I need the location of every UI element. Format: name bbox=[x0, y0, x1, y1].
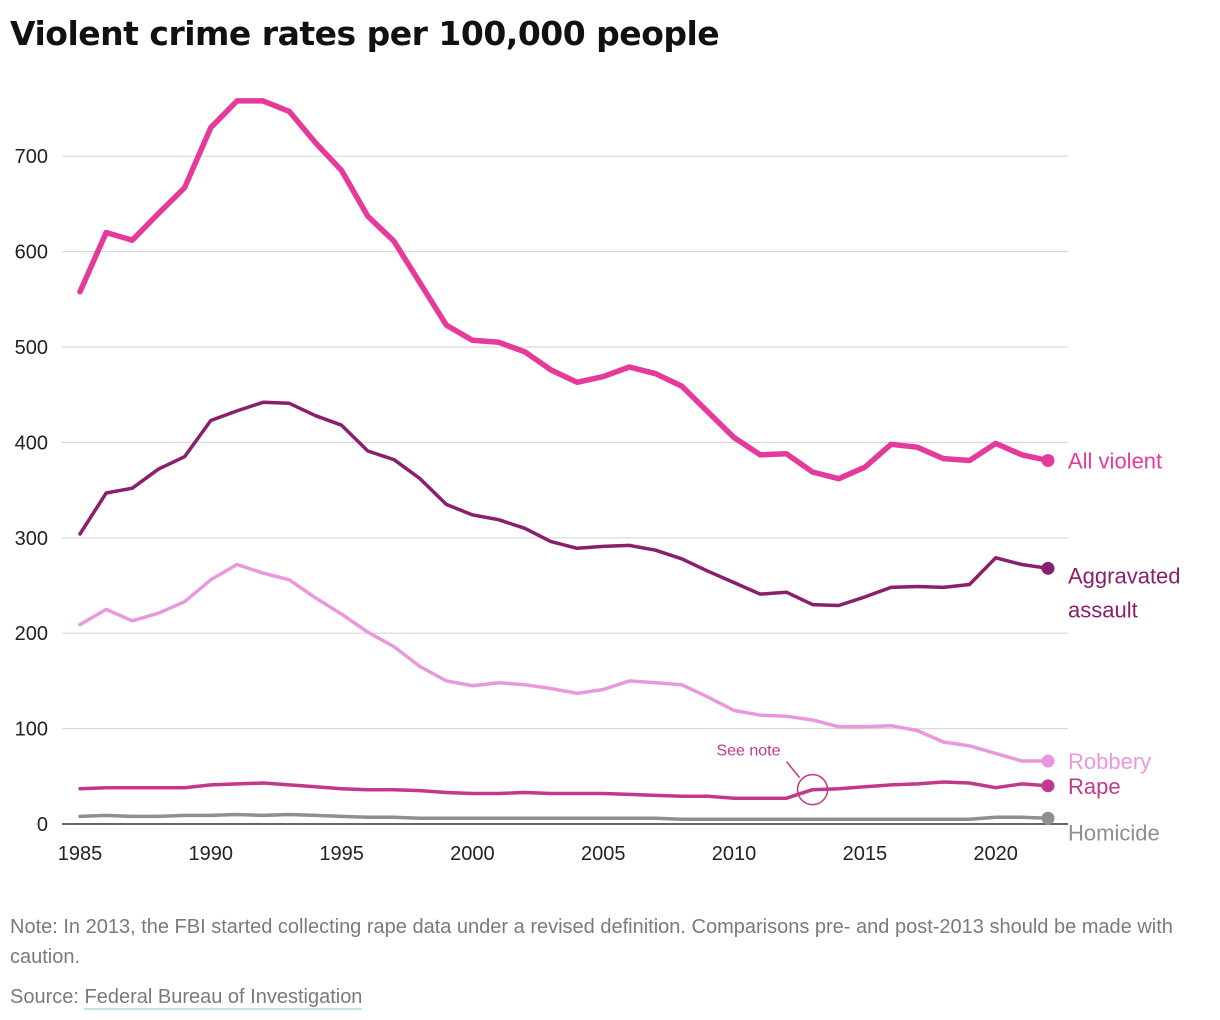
series-label-all-violent: All violent bbox=[1068, 449, 1162, 474]
y-tick-label-700: 700 bbox=[15, 146, 48, 168]
endpoint-dot-rape bbox=[1041, 779, 1055, 793]
x-tick-label-2010: 2010 bbox=[712, 843, 757, 865]
x-tick-label-1990: 1990 bbox=[189, 843, 234, 865]
endpoint-dot-robbery bbox=[1041, 754, 1055, 768]
series-line-homicide bbox=[78, 812, 1050, 821]
chart-title: Violent crime rates per 100,000 people bbox=[10, 14, 720, 53]
endpoint-dot-aggravated-assault bbox=[1041, 561, 1055, 575]
series-label-aggravated-assault: Aggravated assault bbox=[1068, 563, 1181, 622]
annotation-circle bbox=[796, 773, 829, 806]
x-tick-label-2020: 2020 bbox=[973, 843, 1018, 865]
y-tick-label-500: 500 bbox=[15, 337, 48, 359]
series-line-all-violent bbox=[77, 98, 1051, 482]
series-lines bbox=[77, 98, 1055, 825]
grid-lines bbox=[62, 155, 1068, 825]
y-tick-label-200: 200 bbox=[15, 623, 48, 645]
x-tick-label-2015: 2015 bbox=[843, 843, 888, 865]
y-tick-label-600: 600 bbox=[15, 242, 48, 264]
series-line-aggravated-assault bbox=[78, 400, 1050, 608]
x-tick-label-1985: 1985 bbox=[58, 843, 103, 865]
series-line-robbery bbox=[78, 562, 1050, 763]
x-axis: 1985 1990 1995 2000 2005 2010 2015 2020 bbox=[58, 843, 1018, 865]
line-chart: 0 100 200 300 400 500 600 700 1985 1990 1995 2000 2… bbox=[15, 98, 1181, 865]
series-label-robbery: Robbery bbox=[1068, 749, 1151, 774]
annotation-leader bbox=[785, 761, 801, 779]
y-tick-label-400: 400 bbox=[15, 432, 48, 454]
y-tick-label-300: 300 bbox=[15, 528, 48, 550]
y-tick-label-100: 100 bbox=[15, 719, 48, 741]
y-tick-label-0: 0 bbox=[37, 814, 48, 836]
x-tick-label-2005: 2005 bbox=[581, 843, 626, 865]
y-axis: 0 100 200 300 400 500 600 700 bbox=[15, 146, 48, 836]
source-link[interactable]: Federal Bureau of Investigation bbox=[84, 986, 363, 1010]
series-line-rape bbox=[78, 780, 1050, 800]
chart-note: Note: In 2013, the FBI started collectin… bbox=[10, 916, 1173, 968]
x-tick-label-2000: 2000 bbox=[450, 843, 495, 865]
x-tick-label-1995: 1995 bbox=[319, 843, 364, 865]
series-label-homicide: Homicide bbox=[1068, 820, 1160, 845]
series-label-rape: Rape bbox=[1068, 774, 1121, 799]
see-note-annotation: See note bbox=[716, 743, 829, 806]
annotation-label: See note bbox=[716, 743, 780, 760]
endpoint-dot-homicide bbox=[1041, 811, 1055, 825]
endpoint-dot-all-violent bbox=[1041, 454, 1055, 468]
source-label: Source: bbox=[10, 986, 85, 1008]
source-line: Source: Federal Bureau of Investigation bbox=[10, 982, 363, 1012]
